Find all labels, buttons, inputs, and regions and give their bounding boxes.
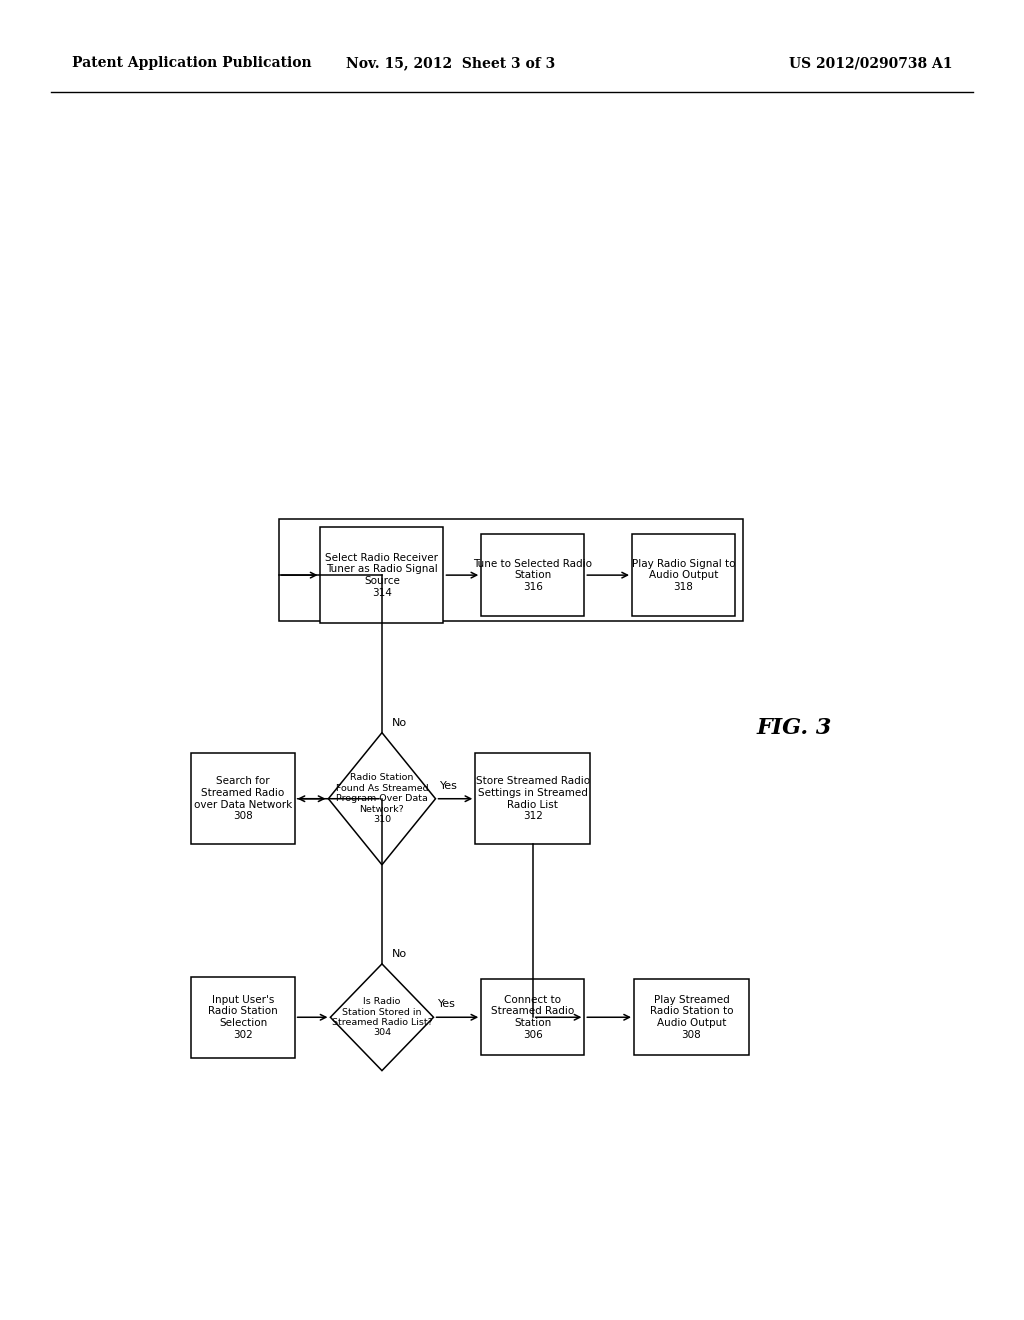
Text: Search for
Streamed Radio
over Data Network
308: Search for Streamed Radio over Data Netw… [194, 776, 292, 821]
Text: FIG. 3: FIG. 3 [757, 717, 833, 739]
Text: Input User's
Radio Station
Selection
302: Input User's Radio Station Selection 302 [208, 995, 278, 1040]
Polygon shape [329, 733, 435, 865]
Text: No: No [391, 718, 407, 727]
FancyBboxPatch shape [481, 979, 585, 1056]
FancyBboxPatch shape [321, 527, 443, 623]
Text: Yes: Yes [437, 999, 456, 1008]
Polygon shape [331, 964, 433, 1071]
Text: Play Radio Signal to
Audio Output
318: Play Radio Signal to Audio Output 318 [632, 558, 735, 591]
Text: No: No [391, 949, 407, 958]
FancyBboxPatch shape [634, 979, 749, 1056]
Text: Nov. 15, 2012  Sheet 3 of 3: Nov. 15, 2012 Sheet 3 of 3 [346, 57, 555, 70]
FancyBboxPatch shape [481, 535, 585, 616]
Text: Is Radio
Station Stored in
Streamed Radio List?
304: Is Radio Station Stored in Streamed Radi… [332, 997, 432, 1038]
FancyBboxPatch shape [191, 752, 295, 845]
Text: Patent Application Publication: Patent Application Publication [72, 57, 311, 70]
Text: Tune to Selected Radio
Station
316: Tune to Selected Radio Station 316 [473, 558, 592, 591]
Text: Select Radio Receiver
Tuner as Radio Signal
Source
314: Select Radio Receiver Tuner as Radio Sig… [326, 553, 438, 598]
FancyBboxPatch shape [475, 752, 590, 845]
Text: Play Streamed
Radio Station to
Audio Output
308: Play Streamed Radio Station to Audio Out… [649, 995, 733, 1040]
Text: Radio Station
Found As Streamed
Program Over Data
Network?
310: Radio Station Found As Streamed Program … [336, 774, 428, 824]
FancyBboxPatch shape [632, 535, 735, 616]
FancyBboxPatch shape [279, 519, 743, 620]
FancyBboxPatch shape [191, 977, 295, 1057]
Text: Store Streamed Radio
Settings in Streamed
Radio List
312: Store Streamed Radio Settings in Streame… [476, 776, 590, 821]
Text: US 2012/0290738 A1: US 2012/0290738 A1 [788, 57, 952, 70]
Text: Connect to
Streamed Radio
Station
306: Connect to Streamed Radio Station 306 [492, 995, 574, 1040]
Text: Yes: Yes [439, 780, 458, 791]
